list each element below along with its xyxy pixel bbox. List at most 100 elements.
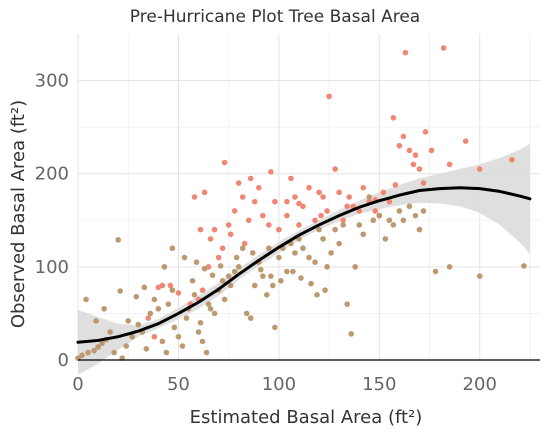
scatter-point-red	[247, 175, 254, 182]
scatter-point-tan	[308, 280, 314, 287]
scatter-point-tan	[95, 344, 101, 350]
scatter-point-tan	[179, 343, 186, 349]
scatter-point-tan	[115, 237, 121, 243]
scatter-point-red	[386, 198, 393, 205]
scatter-point-red	[410, 161, 417, 168]
scatter-point-tan	[416, 226, 423, 233]
scatter-point-tan	[169, 245, 176, 252]
scatter-point-red	[145, 315, 152, 321]
scatter-point-tan	[93, 318, 99, 324]
scatter-point-red	[260, 212, 266, 219]
scatter-point-red	[332, 166, 338, 172]
scatter-point-red	[167, 282, 174, 289]
x-tick-label: 0	[72, 374, 83, 395]
x-tick-label: 200	[463, 374, 497, 395]
scatter-point-red	[344, 203, 350, 210]
scatter-point-red	[312, 217, 318, 224]
scatter-point-tan	[209, 272, 216, 279]
scatter-point-tan	[133, 293, 140, 300]
scatter-point-red	[346, 194, 352, 200]
scatter-point-tan	[225, 273, 232, 279]
scatter-point-red	[245, 217, 252, 224]
scatter-point-tan	[420, 208, 427, 214]
scatter-point-tan	[290, 268, 296, 275]
scatter-point-tan	[181, 254, 188, 261]
scatter-point-tan	[221, 296, 228, 303]
scatter-point-tan	[260, 273, 266, 279]
x-tick-label: 100	[262, 374, 296, 395]
scatter-point-red	[420, 180, 427, 186]
scatter-point-tan	[300, 245, 306, 252]
y-tick-label: 100	[35, 257, 69, 278]
scatter-point-red	[284, 212, 290, 219]
scatter-point-tan	[147, 310, 154, 317]
scatter-point-tan	[107, 329, 113, 335]
scatter-point-tan	[191, 292, 198, 298]
scatter-point-red	[197, 226, 204, 233]
scatter-point-tan	[143, 346, 150, 352]
scatter-point-tan	[278, 278, 284, 284]
scatter-point-tan	[412, 212, 419, 219]
scatter-point-tan	[292, 250, 298, 256]
confidence-band	[78, 143, 530, 375]
scatter-point-red	[231, 208, 238, 214]
scatter-point-tan	[235, 264, 242, 270]
scatter-point-tan	[324, 264, 330, 270]
scatter-point-tan	[251, 282, 258, 289]
scatter-point-tan	[171, 324, 178, 331]
scatter-point-tan	[243, 310, 250, 317]
x-axis-title: Estimated Basal Area (ft²)	[190, 407, 423, 428]
scatter-point-red	[440, 45, 447, 51]
scatter-point-tan	[332, 226, 338, 233]
scatter-point-tan	[195, 329, 202, 335]
scatter-point-tan	[360, 231, 367, 238]
scatter-point-tan	[125, 318, 132, 324]
scatter-point-red	[284, 198, 290, 205]
scatter-point-tan	[205, 301, 212, 307]
scatter-point-red	[227, 231, 234, 238]
scatter-point-tan	[193, 259, 200, 266]
scatter-point-red	[219, 245, 226, 252]
scatter-point-tan	[117, 288, 123, 294]
scatter-point-red	[288, 175, 294, 182]
scatter-point-tan	[276, 254, 282, 261]
fit-line	[76, 186, 532, 344]
scatter-point-tan	[370, 217, 377, 224]
scatter-point-tan	[376, 212, 383, 219]
scatter-point-tan	[85, 349, 91, 356]
scatter-point-red	[318, 212, 324, 219]
scatter-point-tan	[356, 222, 363, 228]
scatter-point-tan	[312, 259, 318, 266]
scatter-point-tan	[249, 250, 256, 256]
scatter-point-red	[462, 138, 469, 144]
scatter-point-tan	[247, 315, 254, 321]
scatter-point-tan	[298, 275, 304, 281]
y-tick-label: 300	[35, 71, 69, 92]
scatter-point-red	[221, 159, 228, 166]
scatter-point-tan	[201, 265, 208, 272]
scatter-point-tan	[231, 268, 238, 275]
scatter-point-tan	[348, 331, 354, 337]
scatter-point-red	[509, 156, 515, 163]
scatter-point-tan	[141, 284, 148, 291]
scatter-point-tan	[189, 278, 196, 284]
scatter-point-tan	[129, 333, 136, 340]
scatter-point-red	[416, 166, 423, 172]
scatter-point-tan	[366, 194, 373, 200]
scatter-point-red	[266, 222, 272, 228]
scatter-point-tan	[340, 222, 346, 228]
scatter-point-red	[199, 287, 206, 293]
scatter-point-tan	[199, 338, 206, 345]
scatter-point-tan	[257, 266, 264, 273]
scatter-point-tan	[91, 347, 97, 354]
scatter-point-tan	[111, 349, 117, 356]
x-tick-label: 150	[362, 374, 396, 395]
scatter-point-tan	[284, 268, 290, 275]
scatter-point-tan	[183, 315, 190, 321]
scatter-point-tan	[155, 305, 162, 312]
scatter-point-red	[201, 189, 208, 196]
scatter-point-red	[215, 254, 222, 261]
scatter-point-tan	[336, 240, 342, 247]
scatter-point-tan	[446, 264, 453, 270]
scatter-point-tan	[266, 245, 272, 252]
